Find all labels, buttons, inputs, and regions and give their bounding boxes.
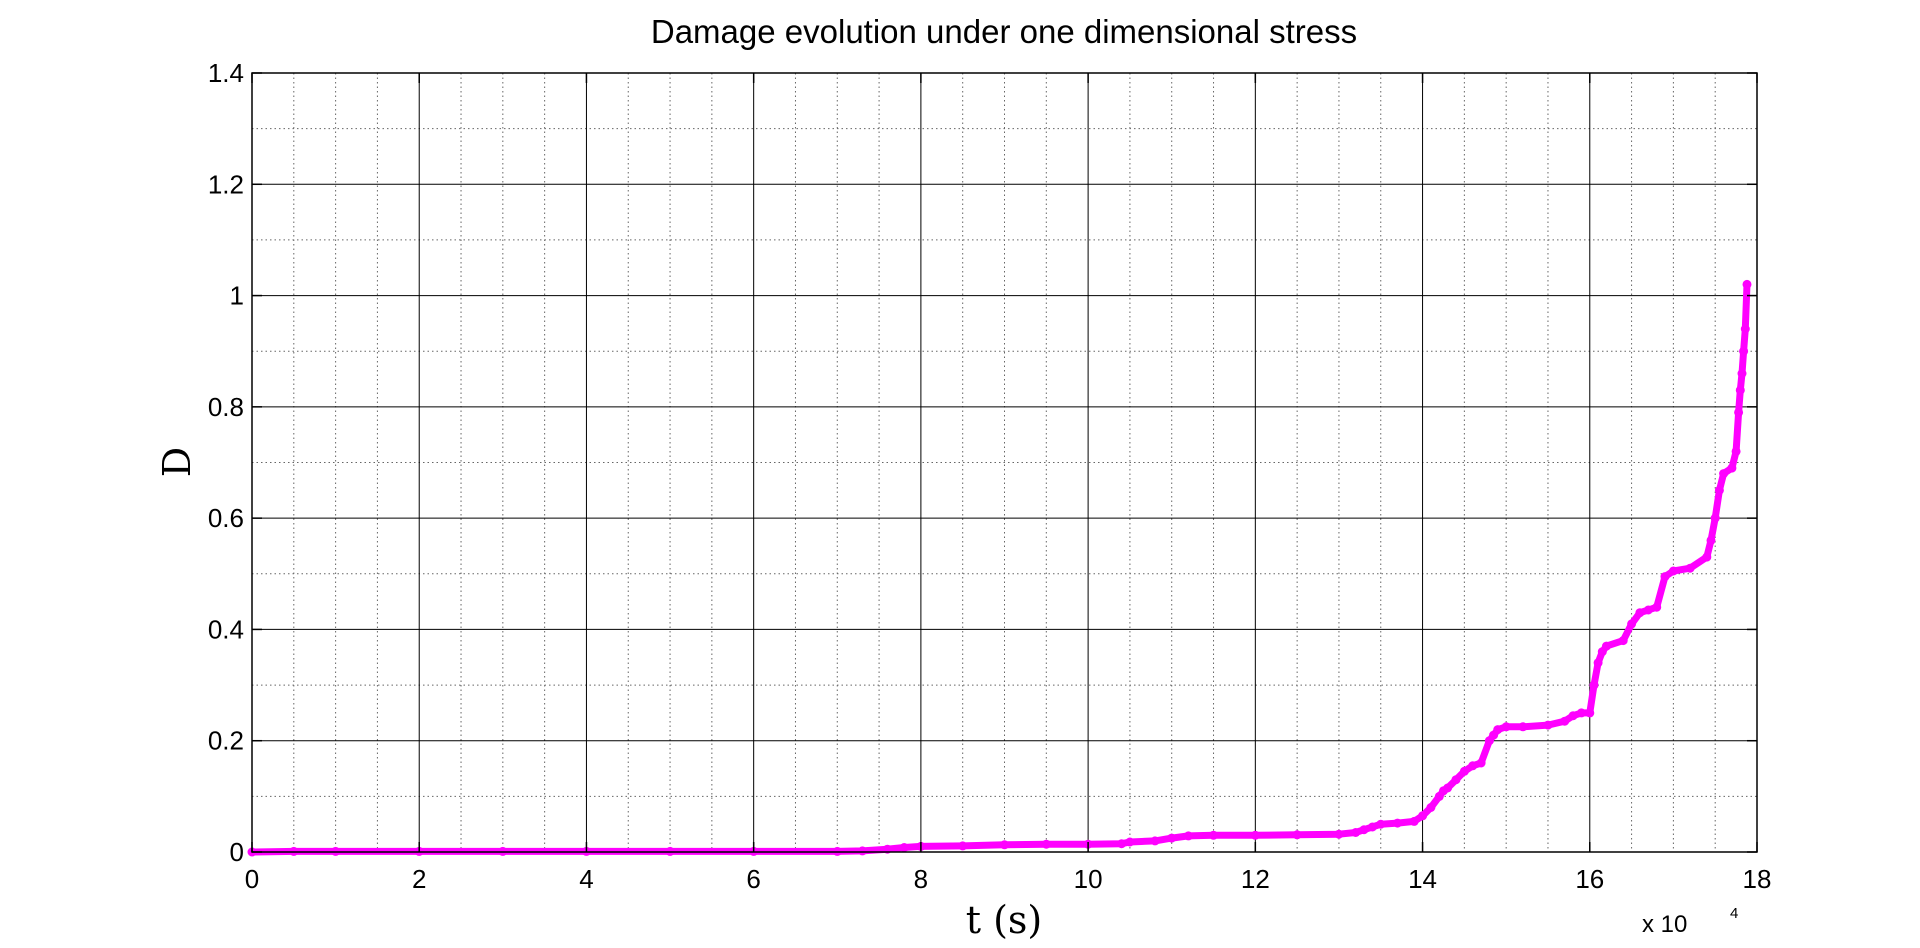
y-tick-label: 1.2 [208,169,244,199]
y-tick-label: 0.4 [208,614,244,644]
y-tick-label: 0.2 [208,726,244,756]
x-multiplier-exponent: 4 [1730,905,1738,922]
data-point [1418,811,1428,821]
x-tick-label: 14 [1408,864,1437,894]
data-point [1593,658,1603,668]
data-point [1635,608,1645,618]
data-point [1367,822,1377,832]
data-point [1560,716,1570,726]
tick-marks [251,72,1758,853]
data-point [1618,636,1628,646]
data-point [1734,407,1744,417]
data-point [1150,836,1160,846]
y-axis-label: D [155,447,199,477]
x-multiplier-base: x 10 [1642,911,1687,938]
data-point [1702,552,1712,562]
y-tick-labels: 0 0.2 0.4 0.6 0.8 1 1.2 1.4 [208,58,244,867]
data-point [1627,619,1637,629]
x-tick-label: 12 [1241,864,1270,894]
data-point [1376,819,1386,829]
y-tick-label: 1.4 [208,58,244,88]
data-point [1334,829,1344,839]
series-layer [247,279,1752,857]
data-point [1443,783,1453,793]
x-tick-label: 8 [914,864,928,894]
data-point [1167,833,1177,843]
data-point [1719,469,1729,479]
data-point [1359,825,1369,835]
data-point [1668,566,1678,576]
data-point [1518,722,1528,732]
data-point [1468,761,1478,771]
data-point [1602,641,1611,651]
data-point [899,843,909,852]
data-point [1041,839,1051,849]
data-point [1117,839,1127,849]
data-point [1459,766,1469,776]
x-tick-label: 6 [746,864,760,894]
x-tick-label: 16 [1575,864,1604,894]
data-point [1643,605,1653,615]
data-point [1706,535,1716,545]
data-point [1727,463,1737,473]
data-point [1250,830,1260,840]
x-tick-label: 18 [1743,864,1772,894]
data-point [857,846,867,856]
data-point [1739,346,1749,356]
x-axis-label: t (s) [966,898,1043,942]
minor-grid [252,73,1757,852]
data-point [1493,725,1503,735]
data-point [1292,830,1302,840]
x-axis-multiplier: x 10 4 [1642,905,1738,938]
data-point [1742,279,1752,289]
data-point [1585,708,1595,718]
x-tick-label: 4 [579,864,593,894]
y-tick-label: 1 [230,281,244,311]
data-point [1652,602,1662,612]
plot-frame [251,72,1758,853]
x-tick-label: 0 [245,864,259,894]
data-point [1183,831,1193,841]
data-point [958,841,968,851]
data-point [1737,369,1747,378]
data-point [1568,711,1578,721]
data-point [1426,803,1436,812]
chart-title: Damage evolution under one dimensional s… [651,13,1357,50]
data-point [1731,446,1741,456]
y-tick-label: 0 [230,837,244,867]
data-point [1501,722,1511,732]
series-trace [248,280,1751,856]
data-point [1685,563,1695,573]
data-point [1451,775,1461,785]
data-point [1660,572,1670,582]
data-point [1351,828,1361,837]
data-point [1125,837,1135,847]
data-point [1209,830,1218,840]
data-point [1576,708,1586,718]
data-point [1476,758,1486,768]
data-point [1000,840,1009,850]
data-point [1409,816,1419,826]
data-point [1735,385,1745,395]
data-point [1589,680,1599,690]
x-tick-label: 2 [412,864,426,894]
x-tick-label: 10 [1074,864,1103,894]
x-tick-labels: 0 2 4 6 8 10 12 14 16 18 [245,864,1772,894]
y-tick-label: 0.8 [208,392,244,422]
data-point [1710,513,1720,523]
data-point [1393,818,1402,828]
data-point [1714,485,1724,495]
data-point [1740,324,1750,334]
y-tick-label: 0.6 [208,503,244,533]
data-point [1543,720,1553,730]
